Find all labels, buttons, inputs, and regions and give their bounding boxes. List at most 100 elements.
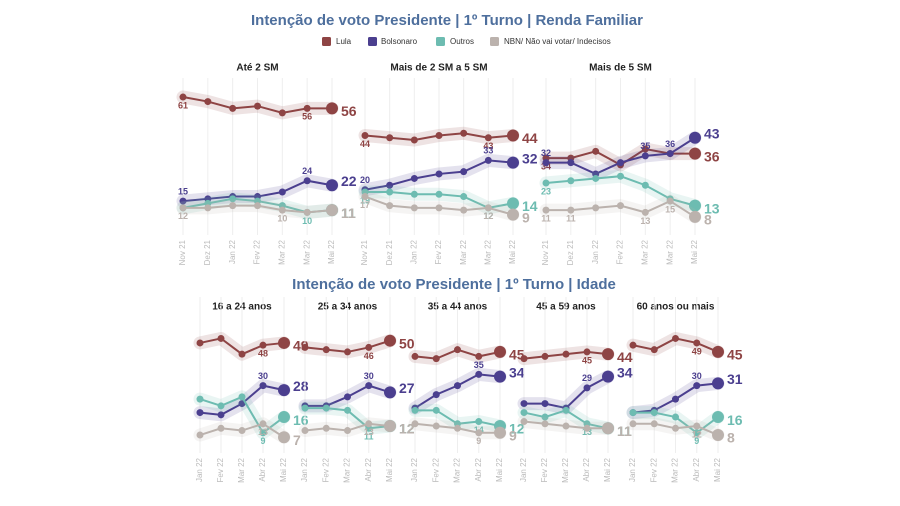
point xyxy=(386,134,394,142)
point xyxy=(460,206,468,214)
data-label: 31 xyxy=(727,371,743,387)
point xyxy=(507,208,519,221)
point xyxy=(254,102,261,110)
point xyxy=(386,181,394,189)
point xyxy=(326,102,338,115)
panel-title: Mais de 2 SM a 5 SM xyxy=(390,63,487,74)
data-label: 11 xyxy=(617,423,632,439)
data-label: 11 xyxy=(541,213,551,223)
point xyxy=(460,193,468,201)
data-label: 34 xyxy=(617,364,633,380)
point xyxy=(238,427,246,435)
point xyxy=(475,370,483,378)
data-label: 48 xyxy=(258,349,268,359)
point xyxy=(712,345,724,358)
point xyxy=(475,429,483,437)
point xyxy=(278,188,286,196)
point xyxy=(384,420,396,433)
point xyxy=(520,409,528,417)
point xyxy=(301,427,309,435)
point xyxy=(602,348,614,361)
point xyxy=(259,429,267,437)
point xyxy=(693,339,701,347)
point xyxy=(204,204,212,212)
point xyxy=(432,391,440,399)
data-label: 12 xyxy=(399,421,415,437)
x-tick-label: Fev 22 xyxy=(434,239,443,264)
point xyxy=(384,386,396,399)
point xyxy=(361,193,369,201)
point xyxy=(592,204,600,212)
x-tick-label: Nov 21 xyxy=(178,239,187,265)
data-label: 44 xyxy=(617,349,633,365)
data-label: 30 xyxy=(258,371,268,381)
point xyxy=(583,424,591,432)
data-label: 44 xyxy=(360,139,370,149)
point xyxy=(641,208,649,216)
x-tick-label: Dez 21 xyxy=(385,239,394,265)
point xyxy=(583,348,591,356)
x-tick-label: Mar 22 xyxy=(343,457,352,482)
legend-label: Bolsonaro xyxy=(381,37,418,46)
point xyxy=(541,413,549,421)
point xyxy=(435,190,443,198)
data-label: 36 xyxy=(665,139,675,149)
point xyxy=(303,177,311,185)
data-label: 43 xyxy=(704,125,720,141)
point xyxy=(432,406,440,414)
point xyxy=(196,409,204,417)
point xyxy=(435,204,443,212)
point xyxy=(229,195,237,203)
x-tick-label: Dez 21 xyxy=(566,239,575,265)
point xyxy=(217,411,225,419)
point xyxy=(520,418,528,426)
point xyxy=(196,431,204,439)
x-tick-label: Mar 22 xyxy=(483,239,492,264)
data-label: 30 xyxy=(692,371,702,381)
x-tick-label: Jan 22 xyxy=(195,457,204,482)
point xyxy=(484,204,492,212)
point xyxy=(238,393,246,401)
point xyxy=(592,174,600,182)
point xyxy=(344,348,351,356)
point xyxy=(344,427,351,435)
point xyxy=(650,346,658,354)
point xyxy=(384,334,396,347)
point xyxy=(641,181,649,189)
x-tick-label: Abr 22 xyxy=(692,457,701,481)
point xyxy=(259,341,267,349)
point xyxy=(641,145,649,153)
point xyxy=(454,382,461,390)
data-label: 46 xyxy=(364,351,374,361)
point xyxy=(365,420,373,428)
point xyxy=(689,131,701,144)
data-label: 10 xyxy=(302,216,312,226)
panel-title: Até 2 SM xyxy=(236,63,278,74)
x-tick-label: Dez 21 xyxy=(203,239,212,265)
point xyxy=(475,418,483,426)
point xyxy=(562,350,570,358)
point xyxy=(303,208,311,216)
legend-swatch xyxy=(368,37,377,46)
point xyxy=(567,177,575,185)
point xyxy=(629,341,637,349)
data-label: 49 xyxy=(692,346,702,356)
point xyxy=(432,355,440,363)
point xyxy=(411,406,419,414)
x-tick-label: Mar 22 xyxy=(277,239,286,264)
data-label: 20 xyxy=(360,175,370,185)
point xyxy=(435,170,443,178)
point xyxy=(410,136,418,144)
legend-swatch xyxy=(322,37,331,46)
point xyxy=(693,382,701,390)
point xyxy=(301,343,309,351)
point xyxy=(629,420,637,428)
data-label: 50 xyxy=(399,335,415,351)
data-label: 19 xyxy=(360,195,370,205)
data-label: 9 xyxy=(476,436,481,446)
x-tick-label: Jan 22 xyxy=(519,457,528,482)
legend-swatch xyxy=(490,37,499,46)
point xyxy=(617,159,624,167)
point xyxy=(386,188,394,196)
point xyxy=(361,131,369,139)
